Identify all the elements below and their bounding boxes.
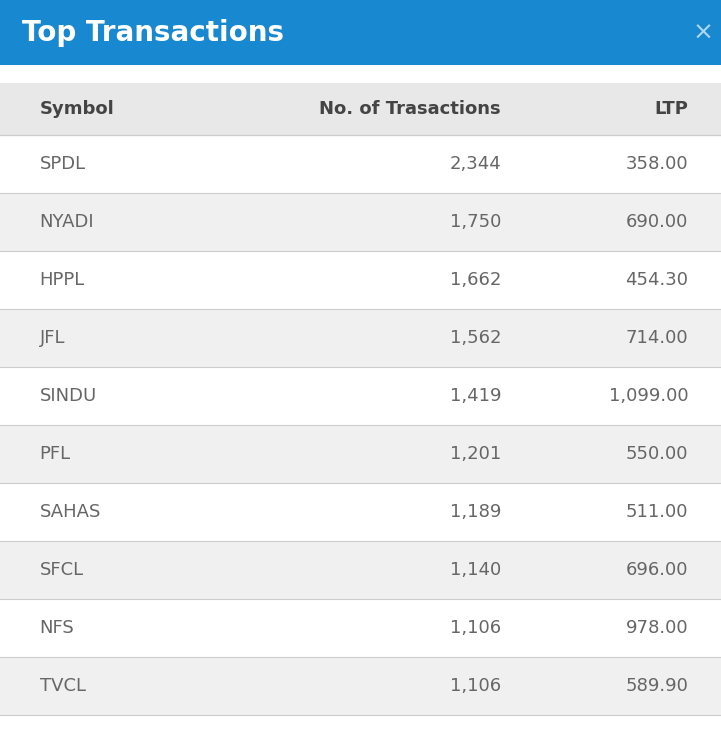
FancyBboxPatch shape <box>0 83 721 135</box>
Text: 1,750: 1,750 <box>450 213 501 231</box>
Text: SFCL: SFCL <box>40 561 84 579</box>
Text: LTP: LTP <box>655 100 689 118</box>
Text: 1,662: 1,662 <box>450 271 501 289</box>
FancyBboxPatch shape <box>0 0 721 65</box>
FancyBboxPatch shape <box>0 425 721 483</box>
Text: Symbol: Symbol <box>40 100 115 118</box>
Text: 1,140: 1,140 <box>450 561 501 579</box>
Text: TVCL: TVCL <box>40 677 86 695</box>
Text: NYADI: NYADI <box>40 213 94 231</box>
Text: 714.00: 714.00 <box>626 329 689 347</box>
Text: ×: × <box>692 20 714 44</box>
Text: 358.00: 358.00 <box>626 155 689 173</box>
FancyBboxPatch shape <box>0 657 721 715</box>
FancyBboxPatch shape <box>0 65 721 83</box>
Text: 1,106: 1,106 <box>450 677 501 695</box>
Text: 978.00: 978.00 <box>626 619 689 637</box>
FancyBboxPatch shape <box>0 367 721 425</box>
Text: 1,189: 1,189 <box>450 503 501 521</box>
Text: 1,106: 1,106 <box>450 619 501 637</box>
FancyBboxPatch shape <box>0 251 721 309</box>
FancyBboxPatch shape <box>0 483 721 541</box>
FancyBboxPatch shape <box>0 309 721 367</box>
Text: 2,344: 2,344 <box>449 155 501 173</box>
FancyBboxPatch shape <box>0 135 721 193</box>
Text: 589.90: 589.90 <box>626 677 689 695</box>
Text: 696.00: 696.00 <box>626 561 689 579</box>
Text: 511.00: 511.00 <box>626 503 689 521</box>
Text: 690.00: 690.00 <box>626 213 689 231</box>
Text: SPDL: SPDL <box>40 155 86 173</box>
Text: NFS: NFS <box>40 619 74 637</box>
Text: SINDU: SINDU <box>40 387 97 405</box>
Text: 454.30: 454.30 <box>626 271 689 289</box>
Text: 1,201: 1,201 <box>450 445 501 463</box>
Text: SAHAS: SAHAS <box>40 503 101 521</box>
Text: 1,419: 1,419 <box>450 387 501 405</box>
Text: 550.00: 550.00 <box>626 445 689 463</box>
Text: HPPL: HPPL <box>40 271 85 289</box>
Text: 1,099.00: 1,099.00 <box>609 387 689 405</box>
Text: 1,562: 1,562 <box>450 329 501 347</box>
Text: JFL: JFL <box>40 329 65 347</box>
FancyBboxPatch shape <box>0 193 721 251</box>
Text: No. of Trasactions: No. of Trasactions <box>319 100 501 118</box>
Text: Top Transactions: Top Transactions <box>22 18 284 47</box>
FancyBboxPatch shape <box>0 599 721 657</box>
Text: PFL: PFL <box>40 445 71 463</box>
FancyBboxPatch shape <box>0 541 721 599</box>
